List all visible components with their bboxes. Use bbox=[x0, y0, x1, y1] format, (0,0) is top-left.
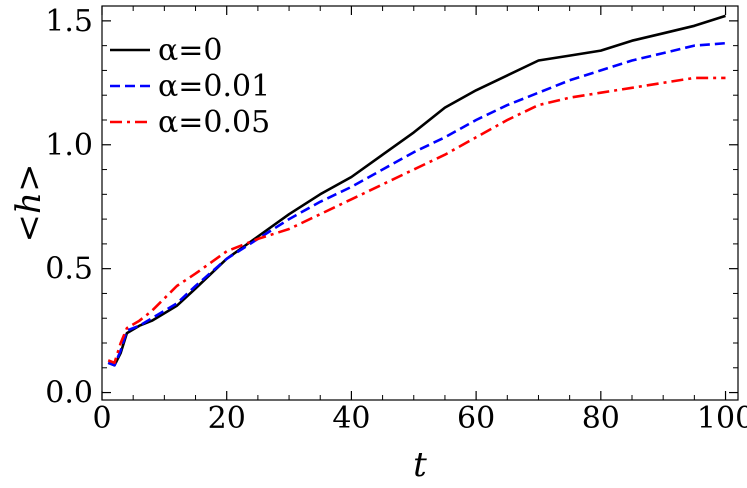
plot-frame bbox=[101, 5, 739, 401]
x-tick-label: 40 bbox=[332, 401, 370, 436]
legend: α=0α=0.01α=0.05 bbox=[110, 33, 270, 140]
series-line-1 bbox=[107, 41, 726, 367]
y-tick-label: 0.5 bbox=[45, 252, 93, 287]
axis-ticks bbox=[101, 6, 738, 400]
x-tick-label: 0 bbox=[92, 401, 111, 436]
y-tick-label: 1.0 bbox=[45, 128, 93, 163]
legend-label-0: α=0 bbox=[158, 33, 222, 68]
series-layer bbox=[107, 14, 726, 367]
x-tick-label: 80 bbox=[582, 401, 620, 436]
tick-labels: 0 20 40 60 80 100 0.0 0.5 1.0 1.5 bbox=[45, 4, 747, 436]
series-line-2 bbox=[107, 76, 726, 365]
y-tick-label: 1.5 bbox=[45, 4, 93, 39]
x-tick-label: 20 bbox=[208, 401, 246, 436]
legend-label-1: α=0.01 bbox=[158, 69, 270, 104]
y-tick-label: 0.0 bbox=[45, 376, 93, 411]
series-line-0 bbox=[107, 14, 726, 367]
x-tick-label: 100 bbox=[697, 401, 747, 436]
legend-label-2: α=0.05 bbox=[158, 105, 270, 140]
x-axis-label: t bbox=[413, 445, 427, 485]
y-axis-label: <h> bbox=[9, 164, 49, 243]
x-tick-label: 60 bbox=[457, 401, 495, 436]
